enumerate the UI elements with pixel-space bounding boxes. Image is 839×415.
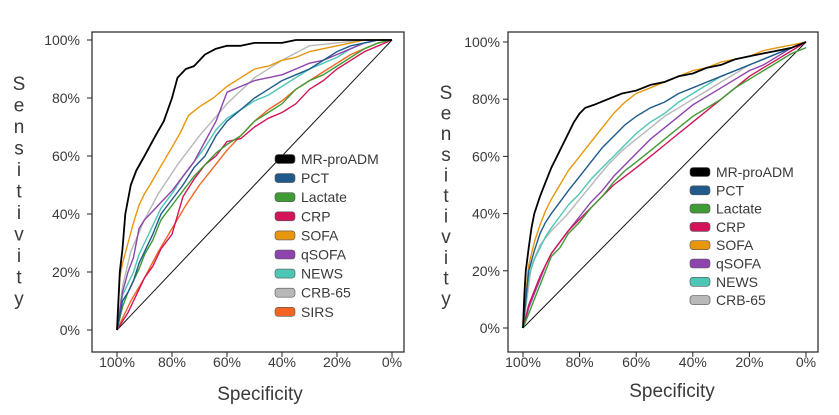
- y-tick-label: 60%: [472, 148, 500, 164]
- y-tick-label: 0%: [480, 320, 500, 336]
- reference-diagonal: [116, 39, 393, 331]
- legend-label: CRP: [716, 219, 746, 235]
- legend-label: SOFA: [301, 227, 339, 243]
- legend-label: PCT: [716, 182, 744, 198]
- x-tick-label: 20%: [323, 354, 351, 370]
- y-tick-label: 80%: [472, 91, 500, 107]
- legend-label: NEWS: [301, 266, 343, 282]
- roc-curve-pct: [522, 41, 807, 329]
- legend-swatch: [274, 268, 296, 279]
- x-tick-label: 20%: [735, 354, 763, 370]
- legend-swatch: [274, 306, 296, 317]
- legend-label: Lactate: [716, 201, 762, 217]
- legend-label: PCT: [301, 170, 329, 186]
- legend-label: SOFA: [716, 237, 754, 253]
- roc-curve-crp: [522, 41, 807, 329]
- legend-swatch: [689, 203, 711, 214]
- legend-label: CRP: [301, 208, 331, 224]
- roc-curve-crb-65: [116, 39, 392, 331]
- legend-label: NEWS: [716, 274, 758, 290]
- x-tick-label: 60%: [622, 354, 650, 370]
- y-tick-label: 20%: [472, 263, 500, 279]
- x-tick-label: 0%: [382, 354, 402, 370]
- legend-label: Lactate: [301, 189, 347, 205]
- y-tick-label: 100%: [464, 34, 500, 50]
- reference-diagonal: [522, 41, 807, 329]
- roc-chart-2: 0% 20% 40% 60% 80% 100% 100% 80% 60% 40% 20% 0% MR-p…: [440, 31, 819, 402]
- legend-swatch: [689, 222, 711, 232]
- legend-swatch: [274, 154, 296, 164]
- x-axis-label: Specificity: [217, 384, 303, 405]
- legend-swatch: [689, 258, 711, 269]
- x-tick-label: 0%: [796, 354, 816, 370]
- x-tick-label: 40%: [679, 354, 707, 370]
- y-tick-label: 40%: [52, 206, 80, 222]
- legend-swatch: [689, 185, 711, 196]
- roc-chart-1: 0% 20% 40% 60% 80% 100% 100% 80% 60% 40% 20% 0% MR-p…: [13, 31, 405, 405]
- legend-label: CRB-65: [301, 285, 351, 301]
- x-tick-label: 100%: [505, 354, 541, 370]
- roc-curve-news: [116, 39, 392, 331]
- roc-curve-lactate: [522, 47, 807, 329]
- x-tick-label: 80%: [566, 354, 594, 370]
- x-tick-label: 40%: [268, 354, 296, 370]
- legend-swatch: [274, 192, 296, 202]
- plot-frame: [507, 31, 819, 353]
- y-tick-label: 20%: [52, 264, 80, 280]
- legend-label: qSOFA: [716, 256, 762, 272]
- y-tick-label: 40%: [472, 206, 500, 222]
- legend-label: MR-proADM: [301, 151, 379, 167]
- legend-swatch: [274, 249, 296, 260]
- legend-swatch: [274, 230, 296, 241]
- x-tick-label: 100%: [99, 354, 135, 370]
- y-tick-label: 0%: [60, 322, 80, 338]
- y-tick-label: 80%: [52, 90, 80, 106]
- legend-swatch: [689, 240, 711, 250]
- y-tick-label: 60%: [52, 148, 80, 164]
- roc-curve-lactate: [116, 39, 393, 331]
- legend: MR-proADM PCT Lactate CRP SOFA qSOFA NEWS CRB-6…: [274, 151, 379, 320]
- roc-curve-mr-proadm: [522, 41, 807, 329]
- roc-curve-sofa: [116, 39, 392, 331]
- series-group: [522, 41, 807, 329]
- series-group: [116, 39, 393, 331]
- legend-swatch: [274, 211, 296, 222]
- legend-swatch: [689, 276, 711, 287]
- x-tick-label: 80%: [158, 354, 186, 370]
- roc-curve-pct: [116, 39, 392, 331]
- legend-swatch: [274, 173, 296, 183]
- x-axis-label: Specificity: [629, 381, 715, 402]
- legend: MR-proADM PCT Lactate CRP SOFA qSOFA NEWS CRB-6…: [689, 164, 794, 308]
- legend-label: SIRS: [301, 304, 334, 320]
- legend-label: qSOFA: [301, 247, 347, 263]
- legend-swatch: [689, 295, 711, 305]
- y-tick-label: 100%: [44, 32, 80, 48]
- legend-swatch: [274, 287, 296, 298]
- legend-label: MR-proADM: [716, 164, 794, 180]
- x-tick-label: 60%: [213, 354, 241, 370]
- legend-swatch: [689, 167, 711, 177]
- roc-curve-qsofa: [116, 39, 392, 331]
- roc-curve-mr-proadm: [116, 39, 392, 331]
- legend-label: CRB-65: [716, 292, 766, 308]
